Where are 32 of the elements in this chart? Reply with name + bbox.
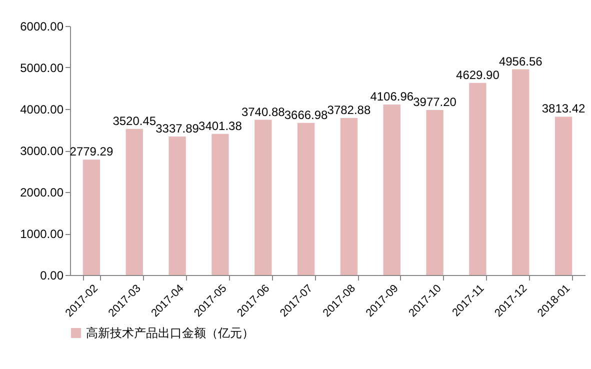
y-tick-label: 4000.00 [20, 102, 64, 116]
data-label: 4106.96 [370, 90, 414, 104]
data-label: 3782.88 [327, 103, 371, 118]
bar [469, 82, 486, 275]
y-tick-label: 5000.00 [20, 61, 64, 75]
bar [254, 120, 272, 275]
data-label: 4956.56 [498, 54, 543, 68]
bar [512, 69, 530, 275]
y-tick-label: 1000.00 [20, 227, 64, 241]
legend-label: 高新技术产品出口金额（亿元） [86, 326, 254, 340]
data-label: 3813.42 [542, 102, 586, 116]
bar [212, 134, 229, 275]
bar [82, 160, 100, 275]
data-label: 3337.89 [156, 121, 200, 136]
bar [383, 104, 400, 275]
y-tick-label: 2000.00 [20, 186, 64, 200]
data-label: 3520.45 [112, 114, 156, 128]
bar [426, 110, 444, 275]
bar [554, 116, 572, 275]
data-label: 4629.90 [456, 68, 500, 82]
data-label: 2779.29 [70, 144, 114, 159]
bar [297, 122, 315, 275]
y-tick-label: 3000.00 [20, 144, 64, 158]
data-label: 3977.20 [413, 94, 457, 109]
bar [168, 136, 186, 275]
bar [126, 128, 143, 275]
data-label: 3666.98 [284, 108, 328, 122]
data-label: 3401.38 [198, 118, 242, 133]
bar [340, 118, 358, 275]
y-tick-label: 0.00 [40, 268, 64, 282]
y-tick-label: 6000.00 [20, 20, 64, 34]
data-label: 3740.88 [241, 104, 286, 119]
